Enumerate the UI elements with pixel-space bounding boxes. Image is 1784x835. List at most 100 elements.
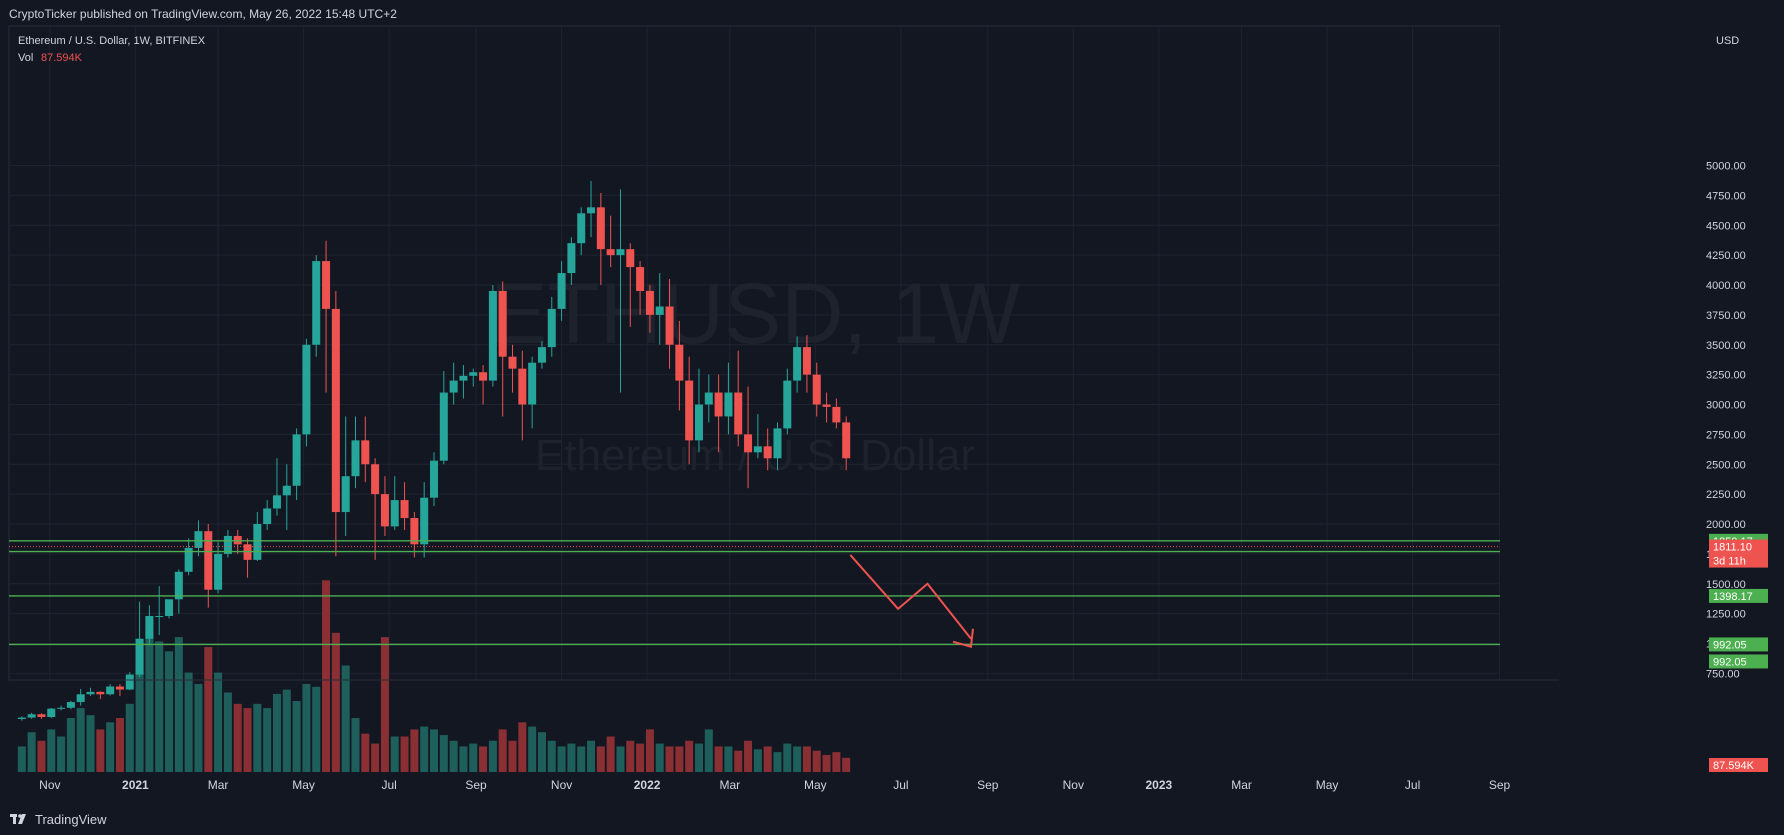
- volume-bar: [783, 743, 792, 772]
- candle-body: [420, 497, 429, 545]
- volume-bar: [596, 746, 605, 772]
- y-tick-label: 4000.00: [1706, 280, 1746, 292]
- candle-body: [361, 440, 370, 465]
- x-tick-label: Jul: [381, 778, 396, 792]
- volume-bar: [420, 726, 429, 772]
- volume-bar: [498, 729, 507, 772]
- candle-body: [724, 392, 733, 417]
- candle-body: [694, 404, 703, 441]
- candle-body: [636, 267, 645, 291]
- candle-body: [626, 249, 635, 268]
- volume-bar: [17, 746, 26, 772]
- volume-bar: [145, 630, 154, 772]
- volume-bar: [27, 732, 36, 772]
- volume-bar: [469, 743, 478, 772]
- candle-body: [537, 347, 546, 363]
- y-tick-label: 3500.00: [1706, 340, 1746, 352]
- x-tick-label: Mar: [719, 778, 740, 792]
- candle-body: [655, 306, 664, 315]
- candle-body: [96, 691, 105, 695]
- volume-bar: [204, 647, 213, 772]
- candle-body: [783, 380, 792, 429]
- volume-bar: [263, 708, 272, 772]
- volume-bar: [322, 580, 331, 772]
- volume-bar: [155, 641, 164, 772]
- candle-body: [616, 249, 625, 256]
- volume-bar: [223, 692, 232, 772]
- projection-path: [849, 554, 972, 640]
- candle-body: [665, 306, 674, 345]
- tradingview-logo[interactable]: TradingView: [10, 812, 107, 827]
- candle-body: [390, 500, 399, 527]
- x-tick-label: 2023: [1145, 778, 1172, 792]
- candle-body: [145, 616, 154, 639]
- candle-body: [832, 406, 841, 423]
- volume-bar: [106, 722, 115, 772]
- volume-bar: [488, 740, 497, 772]
- volume-bar: [567, 743, 576, 772]
- candle-body: [400, 500, 409, 519]
- volume-bar: [66, 718, 75, 772]
- candle-body: [292, 434, 301, 486]
- volume-bar: [390, 736, 399, 772]
- volume-bar: [135, 669, 144, 772]
- volume-bar: [312, 686, 321, 772]
- candle-body: [165, 599, 174, 617]
- candle-body: [675, 344, 684, 381]
- y-tick-label: 2500.00: [1706, 459, 1746, 471]
- volume-bar: [459, 746, 468, 772]
- footer-bar: TradingView: [0, 803, 1784, 835]
- volume-bar: [282, 689, 291, 772]
- x-tick-label: Sep: [977, 778, 999, 792]
- candle-body: [371, 464, 380, 495]
- x-tick-label: Mar: [208, 778, 229, 792]
- candle-body: [842, 422, 851, 459]
- candle-body: [567, 243, 576, 274]
- volume-bar: [763, 746, 772, 772]
- volume-bar: [685, 740, 694, 772]
- volume-bar: [793, 746, 802, 772]
- candle-body: [793, 347, 802, 381]
- price-axis: [1500, 26, 1559, 680]
- volume-bar: [361, 733, 370, 772]
- volume-bar: [714, 746, 723, 772]
- volume-bar: [734, 750, 743, 772]
- y-tick-label: 1250.00: [1706, 609, 1746, 621]
- volume-bar: [302, 683, 311, 772]
- x-tick-label: 2022: [634, 778, 661, 792]
- x-tick-label: Jul: [893, 778, 908, 792]
- candle-body: [174, 571, 183, 600]
- candle-body: [155, 616, 164, 618]
- volume-bar: [214, 672, 223, 772]
- volume-bar: [744, 740, 753, 772]
- y-tick-label: 750.00: [1706, 668, 1740, 680]
- candle-body: [596, 207, 605, 250]
- volume-bar: [380, 637, 389, 772]
- y-tick-label: 3250.00: [1706, 370, 1746, 382]
- volume-bar: [822, 754, 831, 772]
- published-text: CryptoTicker published on TradingView.co…: [9, 7, 397, 21]
- x-tick-label: May: [292, 778, 315, 792]
- y-tick-label: 5000.00: [1706, 161, 1746, 173]
- candle-body: [410, 518, 419, 545]
- price-chart[interactable]: ETHUSD, 1W Ethereum / U.S. Dollar USD 750.0…: [0, 0, 1784, 803]
- tradingview-brand: TradingView: [35, 812, 107, 827]
- candle-body: [194, 531, 203, 548]
- candle-body: [773, 428, 782, 459]
- x-tick-label: Jul: [1405, 778, 1420, 792]
- candle-body: [341, 476, 350, 513]
- candle-body: [302, 344, 311, 435]
- candle-body: [106, 686, 115, 695]
- candle-body: [282, 485, 291, 496]
- candle-body: [557, 273, 566, 309]
- volume-bar: [636, 743, 645, 772]
- volume-bar: [724, 746, 733, 772]
- volume-bar: [439, 735, 448, 772]
- candle-body: [469, 372, 478, 376]
- level-badge: 992.05: [1713, 639, 1747, 651]
- volume-bar: [174, 637, 183, 772]
- level-badge-bg: [1709, 637, 1768, 652]
- volume-bar: [655, 743, 664, 772]
- volume-bar: [557, 746, 566, 772]
- candle-body: [802, 347, 811, 375]
